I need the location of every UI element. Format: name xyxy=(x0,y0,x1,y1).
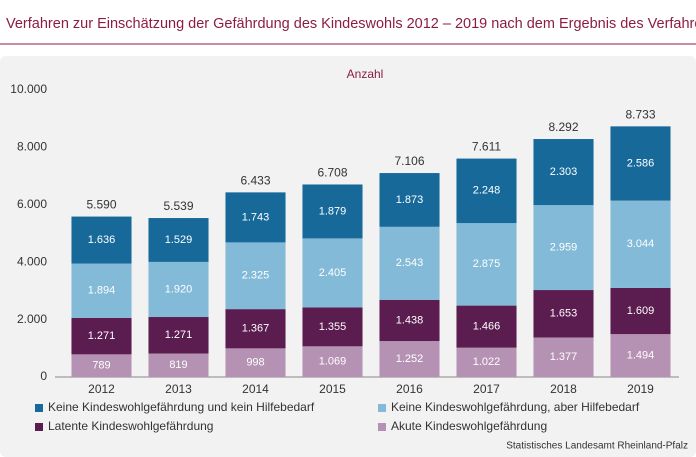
value-label: 2.303 xyxy=(550,166,578,178)
y-tick-label: 8.000 xyxy=(17,140,47,154)
x-tick-label: 2017 xyxy=(473,382,500,396)
total-label: 5.590 xyxy=(86,198,116,212)
bar-segment xyxy=(379,299,440,342)
value-label: 1.252 xyxy=(396,353,424,365)
value-label: 1.743 xyxy=(242,211,270,223)
bar-segment xyxy=(379,341,440,377)
total-label: 7.611 xyxy=(472,140,501,154)
value-label: 2.586 xyxy=(627,157,655,169)
bar-segment xyxy=(610,200,671,288)
bar-segment xyxy=(225,348,286,377)
total-label: 6.433 xyxy=(240,174,270,188)
value-label: 1.653 xyxy=(550,308,578,320)
bar-segment xyxy=(71,317,132,355)
legend-label: Akute Kindeswohlgefährdung xyxy=(391,419,547,433)
x-tick-label: 2016 xyxy=(396,382,423,396)
value-label: 1.069 xyxy=(319,356,347,368)
total-label: 6.708 xyxy=(317,166,347,180)
bar-segment xyxy=(148,317,209,354)
bar-segment xyxy=(148,353,209,377)
bar-segment xyxy=(302,238,363,308)
x-tick-label: 2012 xyxy=(88,382,115,396)
value-label: 1.377 xyxy=(550,351,578,363)
value-label: 1.438 xyxy=(396,314,424,326)
bar-segment xyxy=(533,337,594,377)
total-label: 5.539 xyxy=(163,199,193,213)
bar-segment xyxy=(302,184,363,239)
legend-swatch xyxy=(378,404,386,412)
value-label: 1.894 xyxy=(88,285,116,297)
bar-segment xyxy=(379,173,440,227)
bar-segment xyxy=(456,305,517,348)
value-label: 1.609 xyxy=(627,305,655,317)
legend-label: Keine Kindeswohlgefährdung und kein Hilf… xyxy=(48,400,315,414)
y-tick-label: 2.000 xyxy=(17,312,47,326)
value-label: 2.405 xyxy=(319,267,347,279)
y-tick-label: 0 xyxy=(40,369,47,383)
bar-segment xyxy=(610,287,671,335)
bar-segment xyxy=(71,354,132,377)
value-label: 819 xyxy=(169,359,187,371)
bar-segment xyxy=(533,290,594,338)
value-label: 2.959 xyxy=(550,241,578,253)
bar-segment xyxy=(610,334,671,377)
bar-segment xyxy=(148,261,209,318)
x-tick-label: 2013 xyxy=(165,382,192,396)
value-label: 1.022 xyxy=(473,356,501,368)
value-label: 1.271 xyxy=(88,330,116,342)
bar-segment xyxy=(225,309,286,349)
x-tick-label: 2015 xyxy=(319,382,346,396)
bar-segment xyxy=(225,242,286,310)
bar-segment xyxy=(533,139,594,206)
total-label: 8.292 xyxy=(548,120,578,134)
bar-segment xyxy=(610,126,671,201)
bar-segment xyxy=(302,307,363,347)
value-label: 998 xyxy=(246,357,264,369)
value-label: 1.636 xyxy=(88,234,116,246)
value-label: 1.920 xyxy=(165,283,193,295)
value-label: 1.879 xyxy=(319,205,347,217)
legend-swatch xyxy=(35,404,43,412)
bar-segment xyxy=(456,158,517,224)
value-label: 2.543 xyxy=(396,257,424,269)
value-label: 2.875 xyxy=(473,258,501,270)
value-label: 2.248 xyxy=(473,185,501,197)
value-label: 1.873 xyxy=(396,194,424,206)
bar-segment xyxy=(302,346,363,377)
subtitle: Anzahl xyxy=(347,67,384,81)
value-label: 789 xyxy=(92,360,110,372)
total-label: 7.106 xyxy=(394,154,424,168)
chart-title: Verfahren zur Einschätzung der Gefährdun… xyxy=(6,16,696,32)
value-label: 3.044 xyxy=(627,238,655,250)
y-tick-label: 10.000 xyxy=(10,82,47,96)
total-label: 8.733 xyxy=(625,108,655,122)
legend-label: Latente Kindeswohlgefährdung xyxy=(48,419,213,433)
bar-segment xyxy=(456,347,517,377)
legend-swatch xyxy=(378,423,386,431)
value-label: 1.529 xyxy=(165,234,193,246)
bar-segment xyxy=(225,192,286,243)
x-tick-label: 2018 xyxy=(550,382,577,396)
value-label: 1.355 xyxy=(319,321,347,333)
value-label: 1.466 xyxy=(473,321,501,333)
bar-segment xyxy=(71,216,132,264)
y-tick-label: 4.000 xyxy=(17,254,47,268)
legend-label: Keine Kindeswohlgefährdung, aber Hilfebe… xyxy=(391,400,640,414)
value-label: 1.271 xyxy=(165,329,193,341)
y-tick-label: 6.000 xyxy=(17,197,47,211)
source: Statistisches Landesamt Rheinland-Pfalz xyxy=(506,441,688,452)
bar-segment xyxy=(379,226,440,300)
bar-segment xyxy=(533,205,594,291)
value-label: 2.325 xyxy=(242,270,270,282)
x-tick-label: 2019 xyxy=(627,382,654,396)
value-label: 1.494 xyxy=(627,349,655,361)
legend-swatch xyxy=(35,423,43,431)
bar-segment xyxy=(148,218,209,262)
bar-segment xyxy=(456,223,517,306)
value-label: 1.367 xyxy=(242,323,270,335)
x-tick-label: 2014 xyxy=(242,382,269,396)
bar-segment xyxy=(71,263,132,318)
